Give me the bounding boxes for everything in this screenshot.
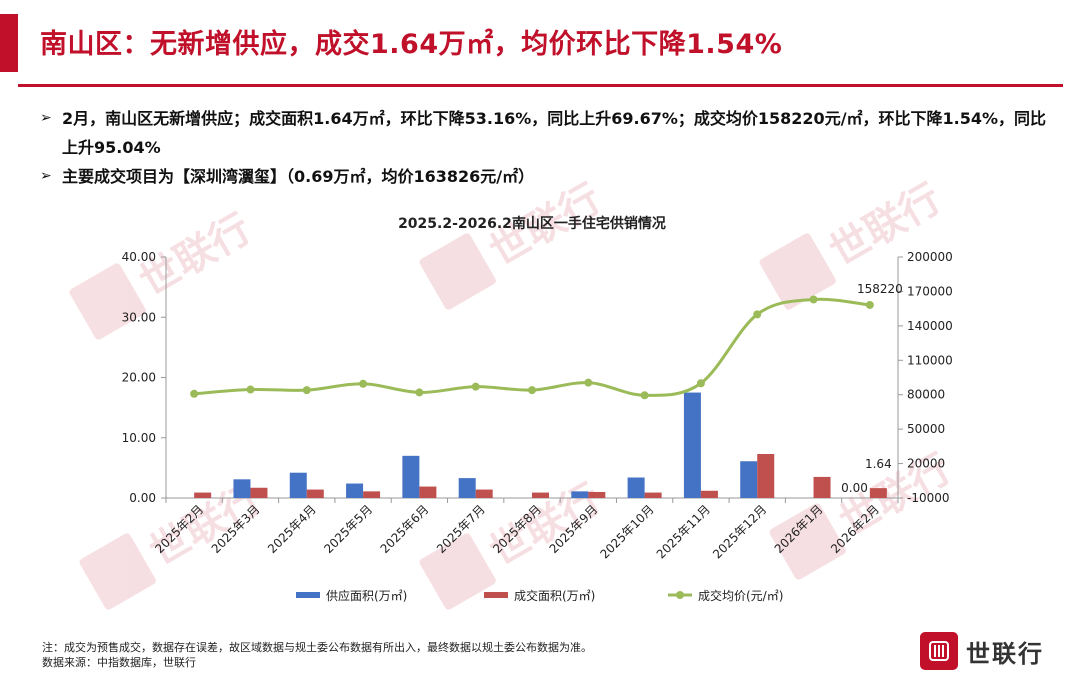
bar-deal: [363, 491, 381, 498]
title-divider: [18, 84, 1063, 87]
x-tick-label: 2026年1月: [772, 502, 826, 556]
left-tick-label: 20.00: [122, 371, 156, 385]
bar-supply: [289, 472, 307, 498]
x-tick-label: 2025年8月: [490, 502, 544, 556]
point-price: [359, 379, 368, 388]
point-price: [584, 378, 593, 387]
bar-supply: [683, 392, 701, 498]
x-tick-label: 2025年7月: [434, 502, 488, 556]
x-tick-label: 2025年3月: [209, 502, 263, 556]
data-label-price-last: 158220: [857, 282, 903, 296]
x-tick-label: 2025年2月: [152, 502, 206, 556]
summary-bullets: ➢ 2月，南山区无新增供应；成交面积1.64万㎡，环比下降53.16%，同比上升…: [40, 104, 1050, 191]
title-accent-bar: [0, 14, 18, 72]
bullet-supply-deal: ➢ 2月，南山区无新增供应；成交面积1.64万㎡，环比下降53.16%，同比上升…: [40, 104, 1050, 162]
bar-deal: [475, 489, 493, 498]
footnotes: 注：成交为预售成交，数据存在误差，故区域数据与规土委公布数据有所出入，最终数据以…: [42, 640, 592, 670]
supply-sales-chart: 2025.2-2026.2南山区一手住宅供销情况 0.00 10.00 20.00 30…: [122, 215, 953, 603]
legend-marker: [676, 591, 684, 599]
bar-deal: [813, 476, 831, 498]
point-price: [190, 389, 199, 398]
data-label-supply-last: 0.00: [841, 481, 868, 495]
bullet-text: 2月，南山区无新增供应；成交面积1.64万㎡，环比下降53.16%，同比上升69…: [62, 109, 1047, 157]
x-tick-label: 2026年2月: [828, 502, 882, 556]
point-price: [302, 386, 311, 395]
bullet-text: 主要成交项目为【深圳湾瀷玺】（0.69万㎡，均价163826元/㎡）: [62, 167, 535, 186]
series-line-price: [194, 297, 871, 397]
bullet-arrow-icon: ➢: [40, 110, 52, 126]
bar-supply: [627, 477, 645, 498]
bar-deal: [757, 454, 775, 498]
x-tick-label: 2025年11月: [654, 502, 713, 561]
x-tick-label: 2025年6月: [378, 502, 432, 556]
bullet-arrow-icon: ➢: [40, 168, 52, 184]
data-label-deal-last: 1.64: [865, 457, 892, 471]
bar-supply: [346, 483, 364, 498]
bullet-main-project: ➢ 主要成交项目为【深圳湾瀷玺】（0.69万㎡，均价163826元/㎡）: [40, 162, 1050, 191]
legend-label: 成交均价(元/㎡): [698, 588, 783, 603]
point-price: [528, 386, 536, 395]
bar-deal: [419, 486, 437, 498]
right-tick-label: 80000: [907, 388, 945, 402]
bar-supply: [740, 461, 758, 498]
legend-label: 供应面积(万㎡): [326, 588, 407, 603]
left-tick-label: 40.00: [122, 250, 156, 264]
x-tick-label: 2025年4月: [265, 502, 319, 556]
bar-deal: [644, 492, 662, 498]
bar-deal: [250, 487, 268, 498]
legend-swatch: [296, 592, 320, 598]
legend-swatch: [484, 592, 508, 598]
point-price: [246, 385, 255, 394]
right-tick-label: 20000: [907, 457, 945, 471]
bar-deal: [700, 490, 718, 498]
right-tick-label: 140000: [907, 319, 953, 333]
bar-deal: [532, 492, 549, 498]
bar-supply: [458, 478, 476, 498]
right-tick-label: -10000: [907, 491, 950, 505]
x-tick-label: 2025年5月: [321, 502, 375, 556]
bar-deal: [588, 491, 606, 498]
point-price: [696, 379, 705, 388]
point-price: [865, 300, 874, 309]
footnote-source: 数据来源：中指数据库，世联行: [42, 656, 196, 669]
bar-supply: [402, 455, 420, 498]
chart-title: 2025.2-2026.2南山区一手住宅供销情况: [398, 215, 666, 232]
point-price: [809, 295, 818, 304]
x-tick-label: 2025年12月: [710, 502, 769, 561]
point-price: [753, 310, 762, 319]
footnote-note: 注：成交为预售成交，数据存在误差，故区域数据与规土委公布数据有所出入，最终数据以…: [42, 641, 592, 654]
legend-label: 成交面积(万㎡): [514, 588, 595, 603]
point-price: [640, 391, 649, 400]
right-tick-label: 200000: [907, 250, 953, 264]
right-tick-label: 170000: [907, 284, 953, 298]
bar-supply: [571, 491, 589, 498]
brand-name: 世联行: [966, 639, 1044, 668]
point-price: [415, 388, 424, 397]
left-tick-label: 0.00: [129, 491, 156, 505]
right-tick-label: 110000: [907, 353, 953, 367]
left-tick-label: 10.00: [122, 431, 156, 445]
title-block: 南山区：无新增供应，成交1.64万㎡，均价环比下降1.54%: [0, 0, 1080, 87]
point-price: [471, 382, 480, 391]
x-tick-label: 2025年9月: [547, 502, 601, 556]
bar-deal: [194, 492, 212, 498]
left-tick-label: 30.00: [122, 310, 156, 324]
brand: 世联行: [920, 632, 1044, 670]
bar-supply: [233, 479, 251, 498]
right-tick-label: 50000: [907, 422, 945, 436]
bar-deal: [306, 489, 324, 498]
x-tick-label: 2025年10月: [597, 502, 656, 561]
brand-logo-icon: [920, 632, 958, 670]
page-title: 南山区：无新增供应，成交1.64万㎡，均价环比下降1.54%: [40, 29, 783, 60]
bar-deal: [869, 488, 887, 498]
